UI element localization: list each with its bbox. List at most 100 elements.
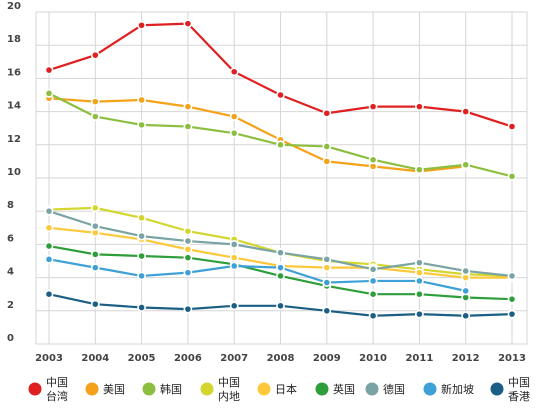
data-point — [322, 108, 332, 118]
data-point — [461, 160, 471, 170]
series-2 — [44, 88, 517, 181]
series-8 — [44, 289, 517, 321]
data-point — [507, 309, 517, 319]
legend-item: 日本 — [257, 382, 297, 396]
series-0 — [44, 19, 517, 131]
y-tick-label: 16 — [7, 67, 21, 78]
data-point — [414, 165, 424, 175]
data-point — [414, 102, 424, 112]
series-7 — [44, 254, 471, 296]
data-point — [183, 122, 193, 131]
data-point — [90, 50, 100, 60]
y-axis-ticks: 0 2 4 6 8 10 12 14 16 18 20 — [7, 1, 21, 344]
y-tick-label: 4 — [7, 267, 14, 278]
legend-label: 韩国 — [160, 382, 182, 396]
x-tick-label: 2005 — [128, 353, 156, 364]
data-point — [368, 264, 378, 274]
series-line — [48, 258, 466, 292]
legend-item: 美国 — [85, 382, 125, 396]
data-point — [276, 248, 285, 258]
legend-item: 德国 — [365, 382, 405, 396]
data-point — [414, 276, 424, 286]
data-point — [414, 268, 424, 278]
data-point — [322, 142, 332, 151]
data-point — [368, 276, 378, 286]
legend-swatch — [315, 382, 329, 396]
data-point — [276, 140, 285, 150]
data-point — [90, 97, 100, 107]
y-tick-label: 6 — [7, 233, 14, 244]
data-point — [461, 286, 471, 296]
data-point — [229, 112, 239, 121]
data-point — [322, 263, 332, 273]
data-point — [414, 309, 424, 319]
data-point — [90, 249, 100, 259]
data-point — [461, 266, 471, 276]
series-line — [48, 97, 466, 173]
legend-label: 内地 — [218, 389, 240, 403]
data-point — [229, 301, 239, 311]
x-tick-label: 2007 — [220, 353, 248, 364]
data-point — [137, 271, 146, 281]
legend-item: 韩国 — [142, 382, 182, 396]
series-6 — [44, 206, 517, 281]
data-point — [368, 155, 378, 165]
data-point — [137, 213, 146, 223]
data-point — [137, 20, 146, 30]
legend-swatch — [142, 382, 156, 396]
legend-label: 日本 — [275, 382, 297, 396]
legend-label: 中国 — [508, 376, 530, 389]
data-point — [276, 271, 285, 281]
data-point — [137, 231, 146, 241]
data-point — [90, 221, 100, 231]
data-point — [44, 206, 54, 216]
data-point — [368, 311, 378, 321]
data-point — [229, 261, 239, 271]
data-point — [229, 67, 239, 77]
data-point — [44, 88, 54, 98]
legend-swatch — [200, 382, 214, 396]
data-point — [368, 289, 378, 299]
legend-swatch — [257, 382, 271, 396]
y-tick-label: 2 — [7, 300, 14, 311]
data-point — [414, 258, 424, 268]
data-point — [44, 254, 54, 264]
data-point — [229, 128, 239, 138]
data-point — [322, 156, 332, 166]
y-tick-label: 10 — [7, 167, 21, 178]
data-point — [322, 278, 332, 287]
data-point — [44, 289, 54, 299]
legend-label: 德国 — [383, 382, 405, 396]
data-point — [183, 226, 193, 236]
data-point — [137, 251, 146, 261]
data-point — [183, 244, 193, 254]
legend-label: 香港 — [508, 390, 530, 403]
x-tick-label: 2010 — [359, 353, 387, 364]
legend-swatch — [28, 382, 42, 396]
data-point — [276, 90, 285, 100]
legend-swatch — [365, 382, 379, 396]
data-point — [90, 112, 100, 121]
data-point — [276, 301, 285, 311]
y-tick-label: 20 — [7, 1, 21, 12]
legend-label: 美国 — [103, 383, 125, 396]
data-point — [461, 311, 471, 321]
legend-swatch — [85, 382, 99, 396]
data-point — [183, 19, 193, 29]
x-tick-label: 2013 — [498, 353, 526, 364]
y-tick-label: 18 — [7, 34, 21, 45]
x-tick-label: 2006 — [174, 353, 202, 364]
grid-lines — [35, 11, 528, 345]
data-point — [183, 236, 193, 246]
data-point — [183, 268, 193, 278]
data-point — [44, 223, 54, 233]
x-axis-ticks: 2003 2004 2005 2006 2007 2008 2009 2010 2011 2012… — [35, 353, 526, 364]
data-point — [90, 203, 100, 213]
data-point — [507, 122, 517, 131]
data-point — [507, 271, 517, 281]
